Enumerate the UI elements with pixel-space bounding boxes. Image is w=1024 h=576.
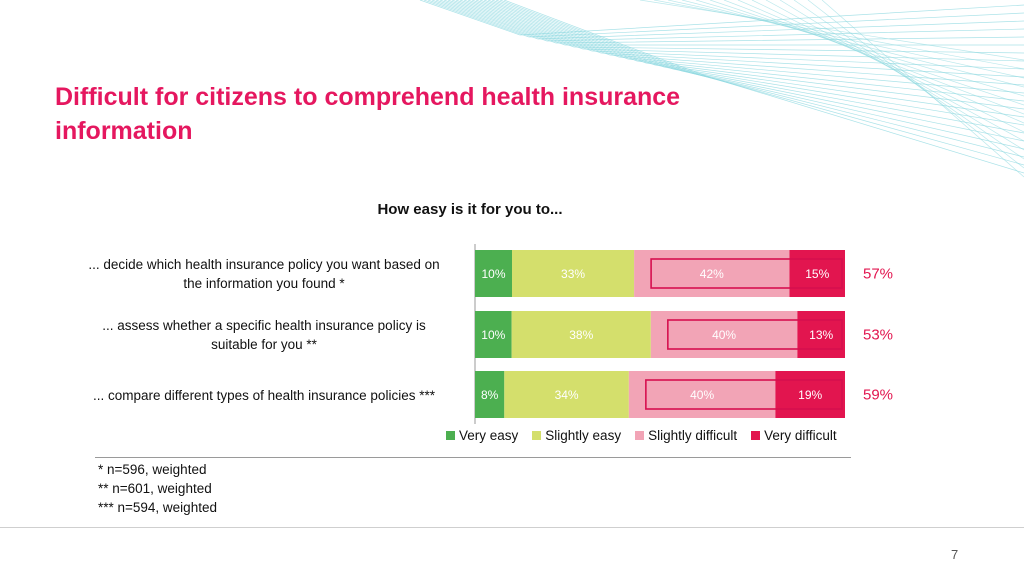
decorative-line xyxy=(479,0,1024,126)
decorative-line xyxy=(737,0,1024,124)
decorative-line xyxy=(653,0,1024,70)
bar-very-difficult-row-3 xyxy=(775,371,845,418)
data-label-slightly-easy-row-2: 38% xyxy=(569,328,593,342)
data-label-slightly-easy-row-3: 34% xyxy=(555,388,579,402)
bar-very-easy-row-3 xyxy=(475,371,505,418)
decorative-line xyxy=(423,0,1024,38)
data-label-slightly-difficult-row-3: 40% xyxy=(690,388,714,402)
decorative-line xyxy=(435,0,1024,44)
decorative-line xyxy=(439,0,1024,46)
legend-swatch-very-difficult xyxy=(751,431,761,440)
chart-title: How easy is it for you to... xyxy=(377,201,563,218)
decorative-line xyxy=(709,0,1024,106)
decorative-lines xyxy=(419,0,1024,178)
decorative-line xyxy=(459,0,1024,86)
data-label-very-easy-row-1: 10% xyxy=(481,267,505,281)
data-label-very-difficult-row-2: 13% xyxy=(809,328,833,342)
decorative-line xyxy=(639,0,1024,61)
footnote-1: * n=596, weighted xyxy=(98,462,207,477)
notes-divider xyxy=(95,457,851,458)
bar-very-difficult-row-1 xyxy=(789,250,845,297)
bar-very-difficult-row-2 xyxy=(797,311,845,358)
difficult-total-label-row-2: 53% xyxy=(863,327,893,344)
difficult-highlight-box-row-2 xyxy=(667,319,843,350)
row-label-3-line-1: ... compare different types of health in… xyxy=(93,388,435,403)
chart-legend: Very easy Slightly easy Slightly difficu… xyxy=(446,428,837,443)
decorative-line xyxy=(807,0,1024,169)
row-label-2: ... assess whether a specific health ins… xyxy=(64,316,464,354)
legend-label-very-difficult: Very difficult xyxy=(764,428,837,443)
legend-label-very-easy: Very easy xyxy=(459,428,519,443)
decorative-line xyxy=(491,0,1024,150)
legend-label-slightly-easy: Slightly easy xyxy=(545,428,622,443)
row-label-2-line-1: ... assess whether a specific health ins… xyxy=(102,318,426,333)
bar-slightly-easy-row-1 xyxy=(512,250,635,297)
data-label-very-easy-row-2: 10% xyxy=(481,328,505,342)
row-label-2-line-2: suitable for you ** xyxy=(211,337,317,352)
difficult-total-label-row-3: 59% xyxy=(863,387,893,404)
decorative-line xyxy=(821,0,1024,178)
decorative-line xyxy=(695,0,1024,97)
page-number: 7 xyxy=(951,547,959,562)
decorative-line xyxy=(503,0,1024,174)
decorative-line xyxy=(419,0,1024,36)
bar-very-easy-row-1 xyxy=(475,250,512,297)
difficult-highlight-box-row-3 xyxy=(645,379,843,410)
legend-item-slightly-easy: Slightly easy xyxy=(532,428,621,443)
decorative-line xyxy=(467,0,1024,102)
bar-very-easy-row-2 xyxy=(475,311,512,358)
footer-divider xyxy=(0,527,1024,528)
footnote-2: ** n=601, weighted xyxy=(98,481,212,496)
row-label-1-line-1: ... decide which health insurance policy… xyxy=(88,257,440,272)
legend-swatch-slightly-difficult xyxy=(635,431,645,440)
bar-slightly-difficult-row-1 xyxy=(634,250,790,297)
legend-item-slightly-difficult: Slightly difficult xyxy=(635,428,737,443)
bar-slightly-easy-row-2 xyxy=(511,311,651,358)
decorative-line xyxy=(495,0,1024,158)
decorative-line xyxy=(455,0,1024,78)
footnotes: * n=596, weighted ** n=601, weighted ***… xyxy=(98,460,217,517)
decorative-line xyxy=(499,0,1024,166)
decorative-line xyxy=(471,0,1024,110)
footnote-3: *** n=594, weighted xyxy=(98,500,217,515)
bar-slightly-easy-row-3 xyxy=(504,371,629,418)
decorative-line xyxy=(793,0,1024,160)
decorative-line xyxy=(723,0,1024,115)
decorative-line xyxy=(463,0,1024,94)
difficult-highlight-box-row-1 xyxy=(650,258,843,289)
data-label-slightly-difficult-row-1: 42% xyxy=(700,267,724,281)
data-label-very-easy-row-3: 8% xyxy=(481,388,499,402)
decorative-line xyxy=(667,0,1024,79)
data-label-very-difficult-row-1: 15% xyxy=(805,267,829,281)
bar-slightly-difficult-row-2 xyxy=(650,311,798,358)
row-label-1: ... decide which health insurance policy… xyxy=(64,255,464,293)
difficult-total-label-row-1: 57% xyxy=(863,266,893,283)
page-title: Difficult for citizens to comprehend hea… xyxy=(55,83,681,145)
bar-slightly-difficult-row-3 xyxy=(628,371,776,418)
decorative-line xyxy=(451,0,1024,70)
row-label-1-line-2: the information you found * xyxy=(183,276,345,291)
legend-item-very-easy: Very easy xyxy=(446,428,518,443)
data-label-slightly-difficult-row-2: 40% xyxy=(712,328,736,342)
legend-item-very-difficult: Very difficult xyxy=(751,428,837,443)
legend-label-slightly-difficult: Slightly difficult xyxy=(648,428,738,443)
legend-swatch-very-easy xyxy=(446,431,455,440)
decorative-line xyxy=(487,0,1024,142)
legend-swatch-slightly-easy xyxy=(532,431,542,440)
decorative-line xyxy=(483,0,1024,134)
row-label-3: ... compare different types of health in… xyxy=(64,386,464,405)
decorative-line xyxy=(427,0,1024,40)
data-label-slightly-easy-row-1: 33% xyxy=(561,267,585,281)
decorative-line xyxy=(431,0,1024,42)
decorative-line xyxy=(681,0,1024,88)
data-label-very-difficult-row-3: 19% xyxy=(798,388,822,402)
decorative-line xyxy=(475,0,1024,118)
